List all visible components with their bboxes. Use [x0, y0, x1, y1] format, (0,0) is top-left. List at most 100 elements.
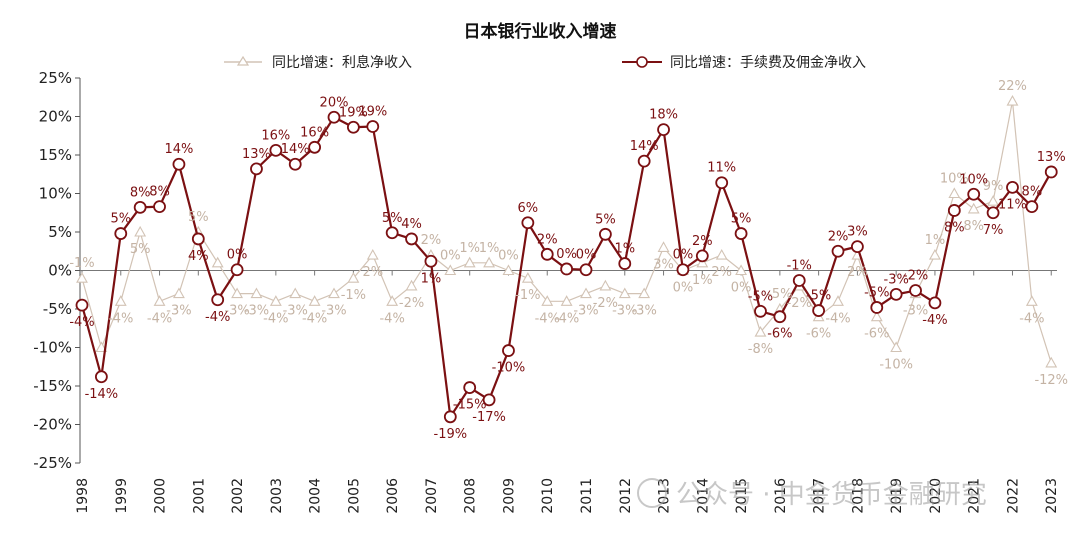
fee-data-label: -4% [69, 315, 94, 330]
fee-data-label: -14% [85, 387, 119, 402]
interest-data-label: -2% [593, 296, 618, 311]
x-tick-label: 2015 [734, 478, 750, 514]
interest-point [172, 287, 185, 299]
fee-data-label: 7% [983, 223, 1004, 238]
fee-data-label: -15% [453, 398, 487, 413]
legend: 同比增速：利息净收入 同比增速：手续费及佣金净收入 [224, 54, 866, 71]
fee-point [482, 393, 496, 407]
interest-point [987, 195, 1000, 206]
interest-point [890, 341, 903, 353]
interest-data-label: -4% [302, 311, 327, 326]
fee-point [75, 298, 89, 312]
fee-data-label: 11% [707, 161, 736, 176]
fee-point [191, 232, 205, 246]
interest-data-label: -4% [1019, 311, 1044, 326]
x-tick-label: 2013 [657, 478, 673, 514]
fee-point [172, 157, 186, 171]
fee-point [385, 226, 399, 240]
interest-point [618, 287, 631, 299]
interest-data-label: -8% [748, 342, 773, 357]
interest-point [521, 272, 534, 283]
fee-point [366, 120, 380, 133]
fee-data-label: -5% [748, 289, 773, 304]
axes: 25%20%15%10%5%0%-5%-10%-15%-20%-25%1998 1… [33, 69, 1060, 514]
interest-data-label: 0% [731, 281, 752, 296]
fee-point [230, 263, 244, 277]
interest-data-label: -4% [147, 311, 172, 326]
interest-data-label: -2% [787, 296, 812, 311]
interest-point [231, 287, 244, 299]
fee-point [94, 370, 108, 384]
interest-data-label: -4% [108, 311, 133, 326]
interest-data-label: -5% [767, 287, 792, 302]
x-tick-label: 2012 [618, 478, 634, 514]
fee-data-label: 16% [300, 125, 329, 140]
interest-point [657, 241, 670, 252]
interest-point [929, 248, 941, 260]
fee-data-label: 19% [339, 105, 368, 120]
interest-data-label: -1% [515, 288, 540, 303]
x-tick-label: 2019 [889, 478, 905, 514]
fee-point [637, 154, 651, 168]
fee-point [327, 110, 341, 124]
fee-data-label: 8% [130, 185, 151, 200]
fee-point [308, 140, 322, 154]
interest-data-label: 2% [847, 265, 868, 280]
fee-point [1044, 165, 1058, 179]
y-tick-label: 5% [48, 223, 72, 241]
x-tick-label: 2018 [850, 478, 866, 514]
watermark: 公众号 · 中金货币金融研究 [637, 478, 987, 510]
interest-data-label: -3% [903, 304, 928, 319]
interest-data-label: 0% [440, 249, 461, 264]
interest-point [638, 287, 651, 299]
interest-data-label: -4% [379, 311, 404, 326]
interest-point [76, 272, 88, 283]
interest-point [95, 341, 108, 353]
fee-data-label: -5% [806, 289, 831, 304]
x-tick-label: 2011 [579, 478, 595, 514]
data-labels: -1%-4%5%-4%-3%5%-3%-3%-4%-3%-4%-3%-1%2%-… [69, 79, 1068, 442]
interest-point [405, 279, 418, 291]
y-tick-label: -15% [33, 377, 72, 395]
interest-data-label: -4% [535, 311, 560, 326]
interest-data-label: -4% [263, 311, 288, 326]
interest-data-label: -3% [321, 304, 346, 319]
fee-point [114, 227, 128, 240]
interest-data-label: -1% [341, 288, 366, 303]
fee-data-label: 4% [401, 217, 422, 232]
fee-data-label: 5% [595, 212, 616, 227]
fee-data-label: 13% [242, 147, 271, 162]
fee-data-label: 8% [149, 185, 170, 200]
interest-data-label: -3% [573, 304, 598, 319]
series-fee [75, 110, 1058, 424]
fee-point [521, 216, 535, 230]
x-tick-label: 2010 [540, 478, 556, 514]
fee-data-label: 2% [692, 234, 713, 249]
interest-data-label: -2% [399, 296, 424, 311]
chart-title: 日本银行业收入增速 [464, 21, 617, 42]
fee-point [792, 274, 806, 287]
fee-data-label: 1% [421, 271, 442, 286]
interest-data-label: 10% [940, 172, 969, 187]
fee-point [967, 187, 981, 201]
interest-point [599, 279, 612, 291]
fee-data-label: -2% [903, 269, 928, 284]
fee-data-label: -4% [205, 310, 230, 325]
fee-point [269, 143, 283, 157]
interest-point [967, 202, 980, 214]
fee-point [986, 206, 1000, 220]
fee-data-label: 19% [358, 105, 387, 120]
fee-data-label: -1% [787, 259, 812, 274]
interest-point [754, 325, 767, 337]
x-tick-label: 2003 [269, 478, 285, 514]
fee-data-label: 5% [382, 211, 403, 226]
x-tick-label: 1998 [75, 478, 91, 514]
fee-point [579, 263, 593, 277]
fee-point [870, 301, 884, 314]
interest-point [308, 295, 321, 306]
interest-point [1006, 94, 1019, 106]
interest-data-label: -4% [554, 311, 579, 326]
fee-point [618, 257, 632, 270]
fee-data-label: 0% [673, 248, 694, 263]
